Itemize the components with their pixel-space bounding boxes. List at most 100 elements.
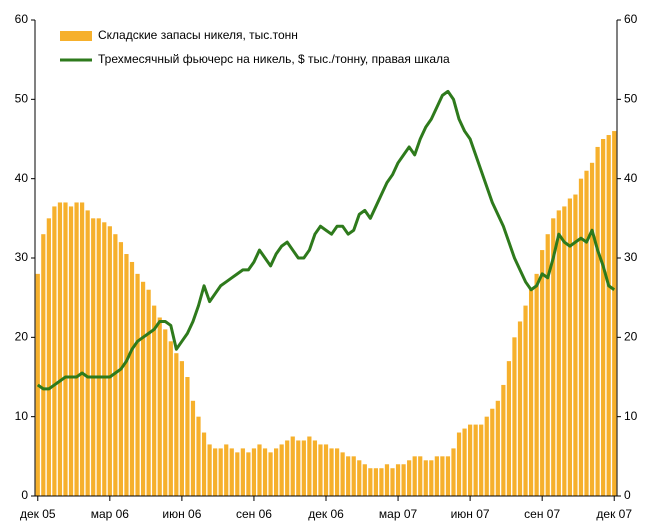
bar	[113, 234, 118, 496]
bar	[495, 400, 500, 496]
bar	[346, 456, 351, 496]
bar	[57, 202, 63, 496]
bar	[434, 456, 439, 496]
bar	[368, 468, 373, 496]
bar	[312, 440, 318, 496]
bar	[46, 218, 51, 497]
y2-tick-label: 0	[624, 488, 631, 502]
bar	[589, 162, 595, 497]
bar	[52, 206, 57, 496]
y2-tick-label: 50	[624, 92, 638, 106]
bar	[96, 218, 101, 497]
bar	[412, 456, 417, 496]
bar	[274, 448, 279, 496]
bar	[207, 444, 212, 496]
bar	[445, 456, 451, 496]
y-tick-label: 0	[21, 488, 28, 502]
bar	[595, 146, 600, 496]
x-tick-label: мар 07	[379, 507, 418, 521]
bar	[174, 353, 179, 496]
bar	[484, 416, 489, 496]
bar	[462, 428, 467, 496]
bar	[80, 202, 85, 496]
x-tick-label: сен 07	[524, 507, 560, 521]
bar	[528, 289, 534, 496]
bar	[129, 261, 135, 496]
bar	[556, 210, 561, 496]
bar	[490, 408, 495, 496]
bar	[85, 210, 90, 496]
bar	[418, 456, 423, 496]
bar	[584, 170, 589, 496]
bar	[340, 452, 345, 496]
bar	[512, 337, 517, 496]
y2-tick-label: 60	[624, 12, 638, 26]
bar	[68, 206, 74, 496]
bar	[578, 178, 584, 496]
bar	[63, 202, 68, 496]
bar	[262, 448, 268, 496]
bar	[334, 448, 340, 496]
bar	[357, 460, 362, 496]
bar	[351, 456, 356, 496]
bar	[318, 444, 323, 496]
x-tick-label: июн 07	[451, 507, 490, 521]
bar	[373, 468, 378, 496]
x-tick-label: дек 07	[596, 507, 632, 521]
bar	[279, 444, 284, 496]
bar	[479, 424, 484, 496]
y-tick-label: 20	[15, 330, 29, 344]
bar	[124, 254, 129, 496]
bar	[163, 329, 168, 496]
legend-swatch	[60, 31, 92, 41]
y-tick-label: 60	[15, 12, 29, 26]
y2-tick-label: 30	[624, 250, 638, 264]
bar	[573, 194, 578, 497]
bar	[423, 460, 428, 496]
bar	[440, 456, 445, 496]
bar	[612, 131, 617, 497]
bar	[501, 384, 506, 496]
bar	[213, 448, 218, 496]
x-tick-label: мар 06	[91, 507, 130, 521]
bar	[91, 218, 96, 497]
y-tick-label: 30	[15, 250, 29, 264]
bar	[390, 468, 395, 496]
bar	[240, 448, 245, 496]
x-tick-label: дек 06	[308, 507, 344, 521]
bar	[285, 440, 290, 496]
bar	[246, 452, 251, 496]
bar	[523, 305, 528, 496]
bar	[41, 234, 46, 496]
bar	[135, 273, 140, 496]
bar	[395, 464, 401, 496]
bar	[329, 448, 334, 496]
bar	[384, 464, 390, 496]
y2-tick-label: 10	[624, 409, 638, 423]
y-tick-label: 50	[15, 92, 29, 106]
bar	[157, 317, 162, 496]
bar	[201, 432, 207, 496]
bar	[218, 448, 223, 496]
bar	[102, 222, 107, 497]
bar	[506, 361, 512, 496]
bar	[152, 305, 157, 496]
bar	[545, 234, 550, 496]
bar	[140, 281, 146, 496]
bar	[407, 460, 412, 496]
bar	[534, 273, 539, 496]
bar	[451, 448, 456, 496]
bar	[606, 135, 611, 497]
y2-tick-label: 40	[624, 171, 638, 185]
legend-label: Складские запасы никеля, тыс.тонн	[98, 28, 298, 42]
bar	[301, 440, 306, 496]
x-tick-label: июн 06	[162, 507, 201, 521]
bar	[323, 444, 329, 496]
bar	[107, 226, 112, 496]
line	[36, 89, 616, 391]
bar	[379, 468, 384, 496]
bar	[224, 444, 229, 496]
bar	[429, 460, 434, 496]
bar	[235, 452, 240, 496]
